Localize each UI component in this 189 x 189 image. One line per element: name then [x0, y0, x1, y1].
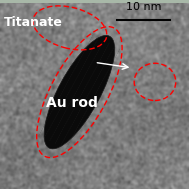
Text: Titanate: Titanate: [4, 16, 63, 29]
Ellipse shape: [44, 35, 115, 149]
Text: Au rod: Au rod: [46, 96, 98, 110]
Text: 10 nm: 10 nm: [126, 2, 161, 12]
